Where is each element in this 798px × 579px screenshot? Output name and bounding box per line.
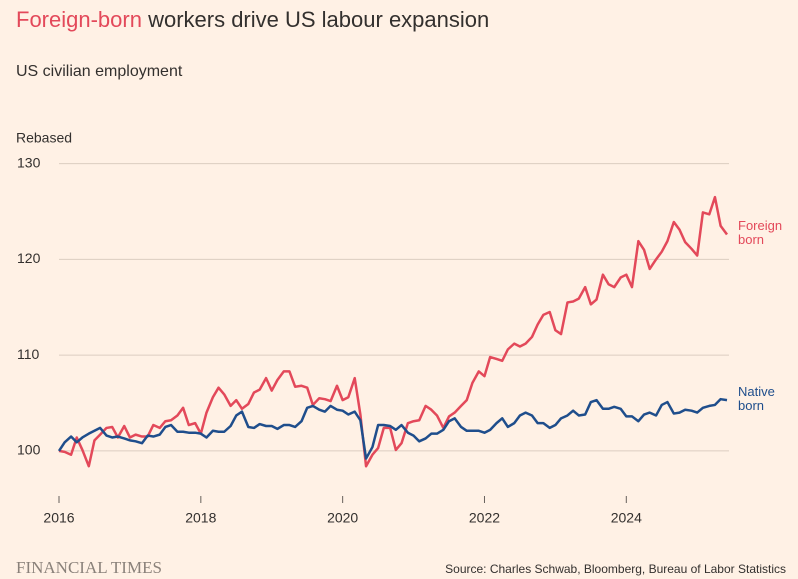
y-tick-label: 110	[17, 346, 40, 362]
series-line	[58, 195, 729, 468]
x-tick-label: 2016	[43, 510, 74, 526]
x-tick-label: 2022	[469, 510, 500, 526]
x-tick-label: 2024	[611, 510, 642, 526]
series-label: Native born	[738, 384, 775, 414]
source: Source: Charles Schwab, Bloomberg, Burea…	[445, 562, 786, 576]
title-rest: workers drive US labour expansion	[147, 7, 489, 32]
y-axis-label: Rebased	[16, 130, 72, 146]
x-tick-label: 2018	[185, 510, 216, 526]
chart-title: Foreign-born workers drive US labour exp…	[16, 7, 489, 32]
title-highlight: Foreign-born	[16, 7, 142, 32]
y-tick-label: 130	[17, 154, 41, 170]
x-tick-label: 2020	[327, 510, 358, 526]
brand: FINANCIAL TIMES	[16, 558, 162, 577]
subtitle: US civilian employment	[16, 63, 183, 80]
series-label: Foreign born	[738, 218, 783, 248]
y-tick-label: 100	[17, 442, 41, 458]
y-tick-label: 120	[17, 250, 41, 266]
series-line	[57, 397, 728, 460]
